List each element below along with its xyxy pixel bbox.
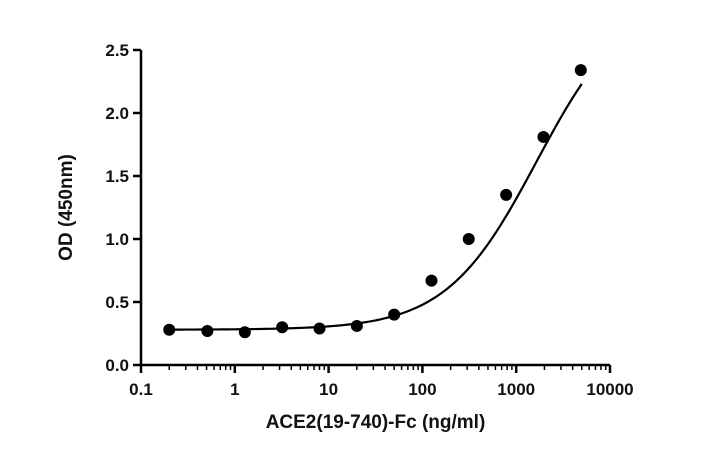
x-ticks: 0.1 1 10 100 1000 10000 bbox=[129, 365, 634, 399]
y-tick-label: 1.5 bbox=[105, 167, 129, 186]
data-point bbox=[388, 308, 401, 321]
y-tick-label: 0.5 bbox=[105, 293, 129, 312]
x-tick-label: 1 bbox=[230, 380, 239, 399]
y-tick-label: 0.0 bbox=[105, 356, 129, 375]
x-tick-label: 10000 bbox=[586, 380, 633, 399]
y-tick-label: 2.5 bbox=[105, 41, 129, 60]
y-tick-label: 1.0 bbox=[105, 230, 129, 249]
data-points bbox=[163, 64, 587, 339]
x-tick-label: 100 bbox=[408, 380, 436, 399]
data-point bbox=[462, 233, 475, 245]
data-point bbox=[537, 130, 550, 143]
x-tick-label: 1000 bbox=[497, 380, 535, 399]
data-point bbox=[276, 321, 289, 334]
fit-curve bbox=[169, 83, 583, 331]
axes bbox=[139, 50, 610, 367]
y-axis-title: OD (450nm) bbox=[56, 154, 77, 261]
x-axis-title: ACE2(19-740)-Fc (ng/ml) bbox=[266, 412, 486, 433]
data-point bbox=[350, 319, 363, 332]
plot-area bbox=[163, 64, 587, 339]
data-point bbox=[238, 326, 251, 339]
x-tick-label: 10 bbox=[319, 380, 338, 399]
data-point bbox=[425, 274, 438, 287]
data-point bbox=[574, 64, 587, 77]
y-ticks: 0.0 0.5 1.0 1.5 2.0 2.5 bbox=[105, 41, 141, 375]
data-point bbox=[313, 322, 326, 335]
data-point bbox=[500, 188, 513, 201]
x-tick-label: 0.1 bbox=[129, 380, 153, 399]
data-point bbox=[201, 324, 214, 337]
data-point bbox=[163, 323, 176, 336]
y-tick-label: 2.0 bbox=[105, 104, 129, 123]
